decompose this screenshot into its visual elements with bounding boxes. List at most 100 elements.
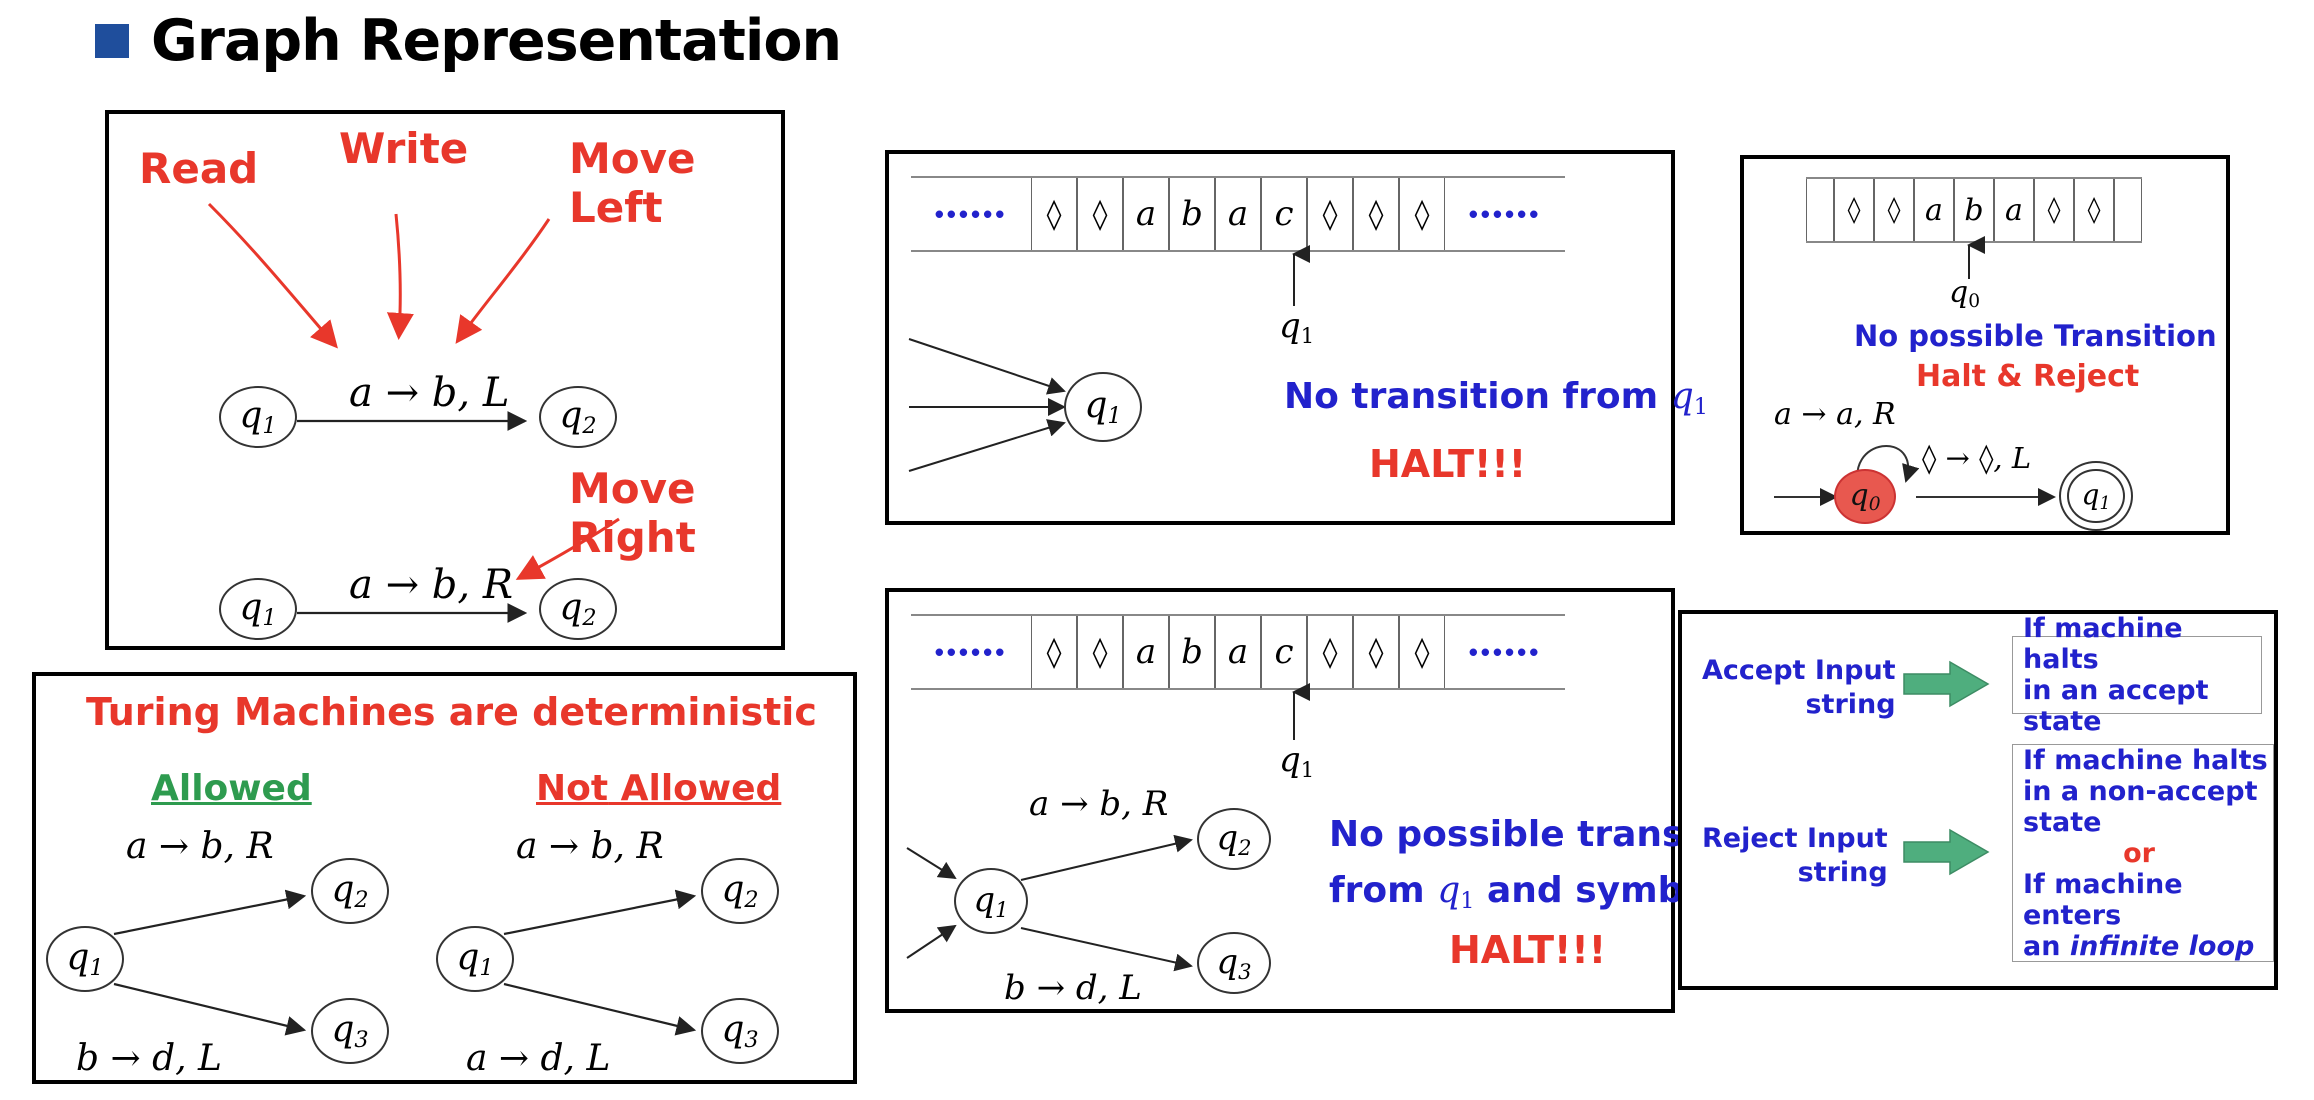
tape-head-pointer-halt-reject <box>1967 236 1985 279</box>
reject-condition-line4-pre: an <box>2023 930 2070 962</box>
reject-condition-line2: in a non-accept state <box>2023 775 2258 838</box>
panel-halt-reject: ◊ ◊ a b a ◊ ◊ q0 No possible Transition … <box>1740 155 2230 535</box>
tape-left-dots-wrap: •••••• <box>911 178 1031 250</box>
tape-cell: a <box>1914 179 1954 241</box>
tape-right-dots: •••••• <box>1468 637 1542 667</box>
page-title: Graph Representation <box>95 8 842 74</box>
reject-input-label: Reject Input string <box>1702 822 1888 890</box>
square-bullet-icon <box>95 24 129 58</box>
tape-cell: ◊ <box>1399 178 1445 250</box>
accept-input-label-line2: string <box>1805 688 1896 720</box>
halt-reject-result: Halt & Reject <box>1916 359 2140 394</box>
page-title-text: Graph Representation <box>151 8 842 74</box>
label-write: Write <box>339 124 469 173</box>
reject-condition-line4: an infinite loop <box>2023 931 2273 962</box>
tape-cell: a <box>1215 616 1261 688</box>
state-q2-not-allowed: q2 <box>701 858 779 924</box>
transition-left-arrow <box>297 411 528 431</box>
tape-cell: a <box>1123 178 1169 250</box>
state-q2-right: q2 <box>539 578 617 640</box>
tape-cell: ◊ <box>1031 616 1077 688</box>
tape-cell: ◊ <box>1399 616 1445 688</box>
npt-graph-edges <box>906 834 1193 972</box>
npt-top-edge-label: a → b, R <box>1029 784 1169 824</box>
transition-right-group: q1 a → b, R q2 <box>219 562 639 654</box>
tape-cell: ◊ <box>1031 178 1077 250</box>
panel-deterministic: Turing Machines are deterministic Allowe… <box>32 672 857 1084</box>
tape-cell: ◊ <box>1353 178 1399 250</box>
tape-cell: ◊ <box>1077 616 1123 688</box>
tape-cell-empty <box>1806 179 1834 241</box>
state-label: q2 <box>559 394 597 440</box>
state-q1-right: q1 <box>219 578 297 640</box>
deterministic-heading: Turing Machines are deterministic <box>86 690 817 734</box>
npt-halt-message: HALT!!! <box>1449 928 1607 972</box>
tape-cell: b <box>1169 178 1215 250</box>
transition-left-label: a → b, L <box>349 370 510 416</box>
right-arrow-icon-reject <box>1903 828 1990 876</box>
panel-accept-reject: Accept Input string If machine halts in … <box>1678 610 2278 990</box>
reject-condition-line3: If machine enters <box>2023 868 2183 931</box>
not-allowed-top-edge-label: a → b, R <box>516 826 664 867</box>
tape-left-dots: •••••• <box>934 637 1008 667</box>
tape-no-transition: •••••• ◊ ◊ a b a c ◊ ◊ ◊ •••••• <box>911 176 1565 252</box>
allowed-branch-arrows <box>113 889 307 1036</box>
tape-right-dots-wrap: •••••• <box>1445 178 1565 250</box>
no-possible-transition-message: No possible Transition <box>1854 319 2217 353</box>
tape-cell: a <box>1994 179 2034 241</box>
state-q3-npt: q3 <box>1197 932 1271 994</box>
label-read: Read <box>139 144 259 193</box>
not-allowed-label: Not Allowed <box>536 768 781 809</box>
state-q1-not-allowed: q1 <box>436 926 514 992</box>
tape-cell: ◊ <box>2074 179 2114 241</box>
state-q2-left: q2 <box>539 386 617 448</box>
panel-graph-notation: Read Write Move Left Move Right q1 a → b… <box>105 110 785 650</box>
accept-input-label: Accept Input string <box>1702 654 1896 722</box>
panel-no-possible-transition: •••••• ◊ ◊ a b a c ◊ ◊ ◊ •••••• q1 a → b… <box>885 588 1776 1013</box>
right-arrow-icon-accept <box>1903 660 1990 708</box>
tape-head-state-q0: q0 <box>1949 275 1981 313</box>
state-q1-npt: q1 <box>954 868 1028 934</box>
tape-cell: b <box>1169 616 1215 688</box>
state-q2-npt: q2 <box>1197 808 1271 870</box>
tape-no-possible-transition: •••••• ◊ ◊ a b a c ◊ ◊ ◊ •••••• <box>911 614 1565 690</box>
tape-cell: ◊ <box>1834 179 1874 241</box>
tape-head-state: q1 <box>1279 306 1315 348</box>
npt-message-line2-state: q1 <box>1437 870 1475 915</box>
state-q1-accept: q1 <box>2059 461 2133 531</box>
tape-cell: ◊ <box>1874 179 1914 241</box>
state-q1-allowed: q1 <box>46 926 124 992</box>
accept-inner-circle: q1 <box>2067 468 2125 524</box>
tape-right-dots-wrap: •••••• <box>1445 616 1565 688</box>
allowed-top-edge-label: a → b, R <box>126 826 274 867</box>
annotation-arrow-move-right <box>515 517 620 580</box>
halt-reject-main-edge-label: ◊ → ◊, L <box>1922 441 2032 475</box>
no-transition-message-text: No transition from <box>1284 376 1671 417</box>
accept-input-label-line1: Accept Input <box>1702 655 1896 686</box>
tape-head-state-2: q1 <box>1279 740 1315 782</box>
state-q1-left: q1 <box>219 386 297 448</box>
tape-left-dots: •••••• <box>934 199 1008 229</box>
tape-left-dots-wrap: •••••• <box>911 616 1031 688</box>
not-allowed-rest: Allowed <box>608 768 782 809</box>
tape-cell: ◊ <box>1307 616 1353 688</box>
reject-condition-or: or <box>2123 837 2155 869</box>
tape-cell-head: c <box>1261 616 1307 688</box>
state-q2-allowed: q2 <box>311 858 389 924</box>
allowed-bottom-edge-label: b → d, L <box>76 1038 222 1079</box>
reject-condition-line4-em: infinite loop <box>2069 930 2255 962</box>
tape-cell: ◊ <box>2034 179 2074 241</box>
npt-message-line2-pre: from <box>1329 870 1438 911</box>
tape-halt-reject: ◊ ◊ a b a ◊ ◊ <box>1806 177 2142 243</box>
accept-condition-line1: If machine halts <box>2023 613 2183 675</box>
halt-message: HALT!!! <box>1369 442 1527 486</box>
reject-input-label-line1: Reject Input <box>1702 823 1888 854</box>
tape-cell-empty <box>2114 179 2142 241</box>
state-q1-no-transition: q1 <box>1064 372 1142 442</box>
state-label: q2 <box>559 586 597 632</box>
not-allowed-bottom-edge-label: a → d, L <box>466 1038 611 1079</box>
accept-condition-line2: in an accept state <box>2023 675 2209 737</box>
transition-left-group: q1 a → b, L q2 <box>219 370 639 462</box>
label-move-left: Move Left <box>569 134 696 232</box>
no-possible-transition-graph: a → b, R q1 q2 q3 b → d, L <box>899 784 1319 1008</box>
